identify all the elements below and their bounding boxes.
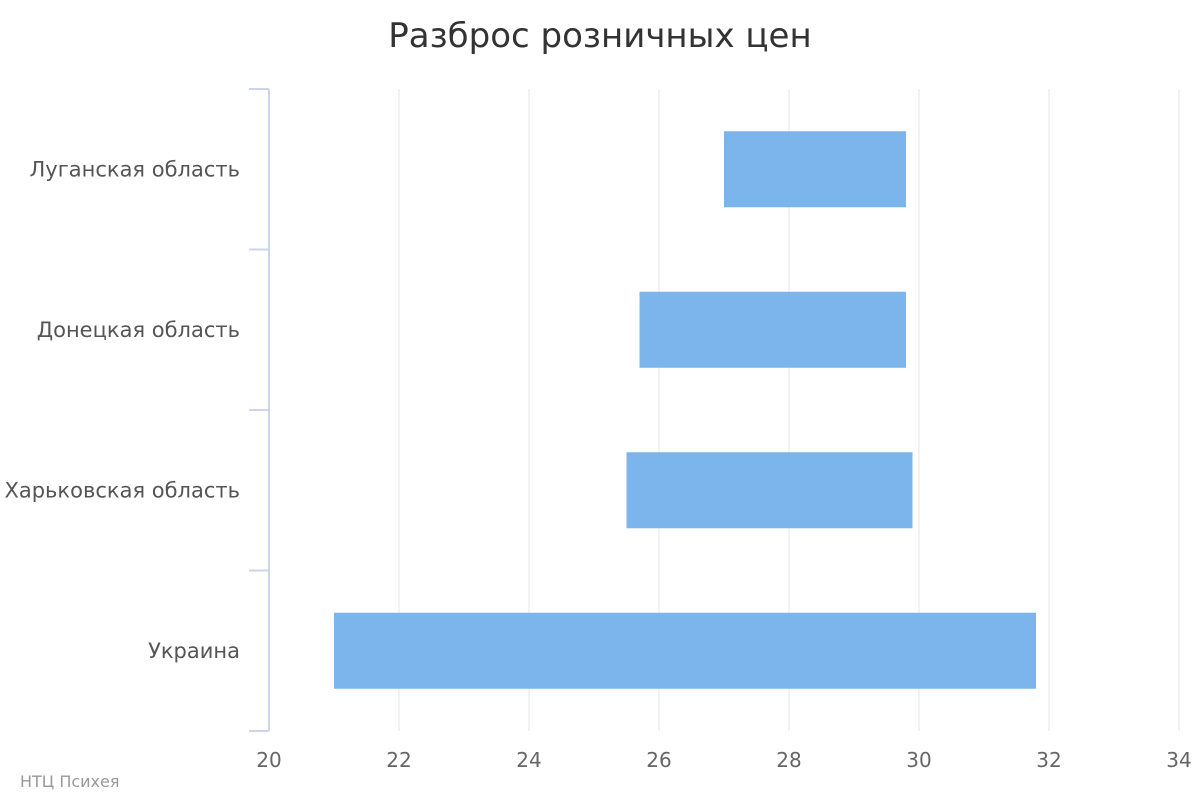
x-tick-label: 26 — [646, 748, 671, 772]
x-tick-label: 24 — [516, 748, 541, 772]
x-tick-label: 20 — [256, 748, 281, 772]
y-axis — [249, 88, 270, 732]
range-bar[interactable] — [626, 452, 913, 529]
category-label: Харьковская область — [4, 478, 240, 502]
range-bar[interactable] — [724, 131, 906, 208]
chart-title: Разброс розничных цен — [388, 16, 811, 56]
x-tick-labels: 20 22 24 26 28 30 32 34 — [256, 748, 1191, 772]
range-bar[interactable] — [639, 291, 907, 368]
bars — [334, 131, 1036, 689]
x-tick-label: 34 — [1166, 748, 1191, 772]
x-tick-label: 22 — [386, 748, 411, 772]
x-tick-label: 28 — [776, 748, 801, 772]
category-label: Украина — [148, 639, 240, 663]
range-bar[interactable] — [334, 612, 1036, 689]
credits: НТЦ Психея — [20, 772, 120, 791]
category-labels: Луганская область Донецкая область Харьков… — [4, 157, 240, 663]
x-tick-label: 30 — [906, 748, 931, 772]
category-label: Донецкая область — [37, 318, 240, 342]
x-tick-label: 32 — [1036, 748, 1061, 772]
category-label: Луганская область — [29, 157, 240, 181]
